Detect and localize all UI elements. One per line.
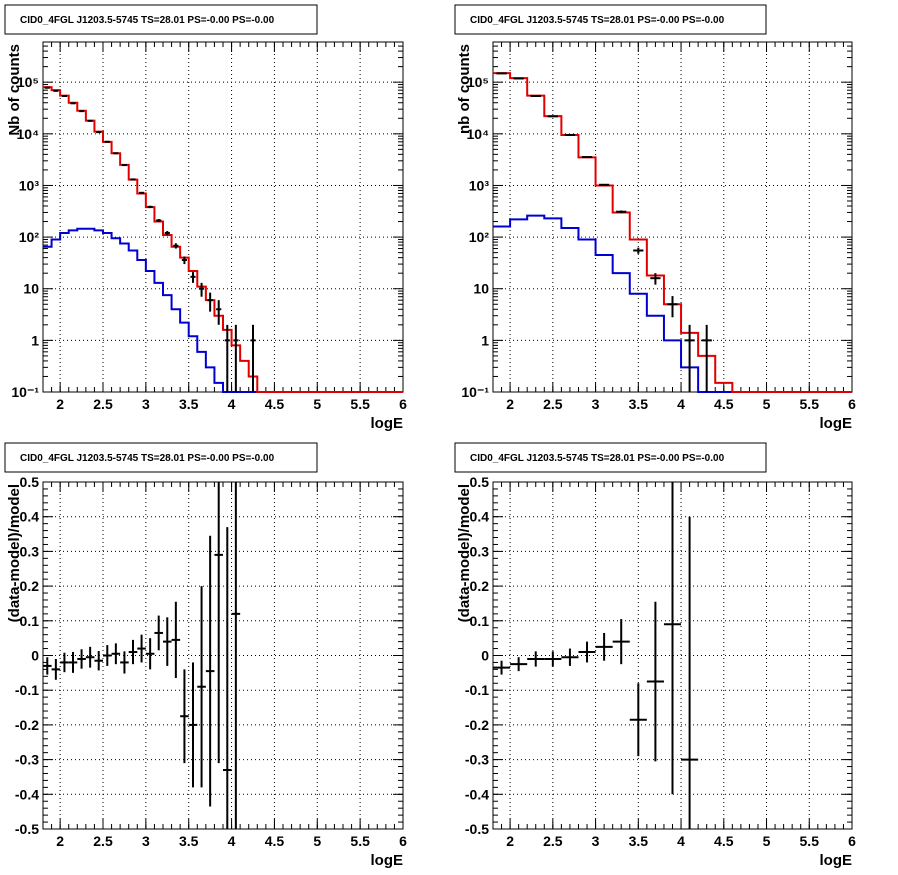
y-tick-label: -0.2	[15, 717, 39, 733]
x-tick-label: 4	[228, 833, 236, 849]
y-tick-label: 10⁻¹	[11, 384, 39, 400]
x-tick-label: 3	[592, 396, 600, 412]
y-tick-label: 0.2	[470, 578, 490, 594]
x-tick-label: 2.5	[543, 833, 563, 849]
y-tick-label: -0.1	[15, 682, 39, 698]
chart-title: CID0_4FGL J1203.5-5745 TS=28.01 PS=-0.00…	[20, 15, 275, 26]
x-tick-label: 2	[506, 396, 514, 412]
y-tick-label: 10	[473, 281, 489, 297]
y-tick-label: 0.1	[470, 613, 490, 629]
x-tick-label: 6	[399, 396, 407, 412]
plot-frame	[42, 41, 404, 393]
y-tick-label: 10²	[469, 229, 490, 245]
x-axis-title: logE	[820, 415, 853, 432]
x-axis-title: logE	[371, 852, 404, 869]
y-tick-label: 0.2	[20, 578, 40, 594]
x-tick-label: 5	[763, 833, 771, 849]
title-box	[454, 4, 767, 35]
y-tick-label: 10³	[469, 177, 490, 193]
chart-panel-2: 2 2.5 3 3.5 4 4.5 5 5.5 6 -0.5 -0.4 -0.3 -0.2 -0.1 0 0.…	[4, 442, 407, 869]
y-tick-label: 0.3	[20, 543, 40, 559]
x-tick-label: 3	[142, 833, 150, 849]
y-tick-label: -0.5	[15, 821, 39, 837]
plot-frame	[492, 41, 853, 393]
x-tick-label: 5.5	[350, 833, 370, 849]
x-tick-label: 3.5	[179, 833, 199, 849]
y-tick-label: 0	[31, 648, 39, 664]
x-tick-label: 3.5	[629, 396, 649, 412]
y-tick-label: -0.4	[15, 786, 39, 802]
chart-title: CID0_4FGL J1203.5-5745 TS=28.01 PS=-0.00…	[20, 453, 275, 464]
model-total-histogram	[43, 86, 403, 393]
x-tick-label: 4.5	[265, 396, 285, 412]
title-box	[4, 4, 318, 35]
chart-panel-3: 2 2.5 3 3.5 4 4.5 5 5.5 6 -0.5 -0.4 -0.3 -0.2 -0.1 0 0.…	[454, 442, 856, 869]
x-tick-label: 2	[56, 396, 64, 412]
y-tick-label: -0.3	[465, 752, 489, 768]
x-tick-label: 2.5	[93, 396, 113, 412]
x-tick-label: 5.5	[350, 396, 370, 412]
chart-title: CID0_4FGL J1203.5-5745 TS=28.01 PS=-0.00…	[470, 453, 725, 464]
chart-panel-1: 2 2.5 3 3.5 4 4.5 5 5.5 6 10⁻¹ 1 10 10² 10³ 10⁴ 10⁵ logE…	[454, 4, 856, 432]
x-tick-label: 5.5	[800, 833, 820, 849]
x-tick-label: 2	[506, 833, 514, 849]
y-tick-label: 10⁴	[17, 126, 40, 142]
chart-title: CID0_4FGL J1203.5-5745 TS=28.01 PS=-0.00…	[470, 15, 725, 26]
y-axis-title: (data-model)/model	[456, 484, 473, 622]
y-tick-label: -0.4	[465, 786, 489, 802]
x-tick-label: 5	[313, 833, 321, 849]
y-tick-label: 0.3	[470, 543, 490, 559]
y-tick-label: 10	[23, 281, 39, 297]
y-tick-label: 10⁴	[467, 126, 490, 142]
y-tick-label: 1	[481, 332, 489, 348]
y-tick-label: 10²	[19, 229, 40, 245]
model-source-histogram	[43, 227, 403, 393]
x-tick-label: 4.5	[714, 833, 734, 849]
y-tick-label: -0.1	[465, 682, 489, 698]
x-tick-label: 4	[677, 833, 685, 849]
y-tick-label: 0.4	[470, 509, 490, 525]
y-tick-label: 1	[31, 332, 39, 348]
x-tick-label: 5	[763, 396, 771, 412]
x-tick-label: 5	[313, 396, 321, 412]
y-tick-label: 10⁻¹	[461, 384, 489, 400]
y-tick-label: 0.5	[470, 474, 490, 490]
x-tick-label: 4.5	[714, 396, 734, 412]
x-tick-label: 2	[56, 833, 64, 849]
x-tick-label: 4	[677, 396, 685, 412]
x-tick-label: 4.5	[265, 833, 285, 849]
x-tick-label: 2.5	[93, 833, 113, 849]
y-tick-label: 0.5	[20, 474, 40, 490]
title-box	[4, 442, 318, 473]
x-tick-label: 6	[399, 833, 407, 849]
model-total-histogram	[493, 72, 852, 393]
y-tick-label: -0.3	[15, 752, 39, 768]
y-tick-label: 10⁵	[17, 74, 39, 90]
y-axis-title: (data-model)/model	[6, 484, 23, 622]
x-tick-label: 6	[848, 396, 856, 412]
x-tick-label: 3	[592, 833, 600, 849]
y-tick-label: 0.1	[20, 613, 40, 629]
y-tick-label: 10³	[19, 177, 40, 193]
plot-frame	[42, 481, 404, 830]
y-axis-title: nb of counts	[456, 44, 473, 134]
title-box	[454, 442, 767, 473]
x-tick-label: 5.5	[800, 396, 820, 412]
x-tick-label: 3.5	[179, 396, 199, 412]
x-tick-label: 3.5	[629, 833, 649, 849]
y-tick-label: 0	[481, 648, 489, 664]
x-tick-label: 6	[848, 833, 856, 849]
x-tick-label: 3	[142, 396, 150, 412]
y-tick-label: 0.4	[20, 509, 40, 525]
y-tick-label: 10⁵	[467, 74, 489, 90]
x-axis-title: logE	[820, 852, 853, 869]
y-tick-label: -0.2	[465, 717, 489, 733]
x-tick-label: 2.5	[543, 396, 563, 412]
x-tick-label: 4	[228, 396, 236, 412]
y-axis-title: Nb of counts	[6, 44, 23, 136]
chart-panel-0: 2 2.5 3 3.5 4 4.5 5 5.5 6 10⁻¹ 1 10 10² 10³ 10⁴ 10⁵ logE…	[4, 4, 407, 432]
y-tick-label: -0.5	[465, 821, 489, 837]
x-axis-title: logE	[371, 415, 404, 432]
